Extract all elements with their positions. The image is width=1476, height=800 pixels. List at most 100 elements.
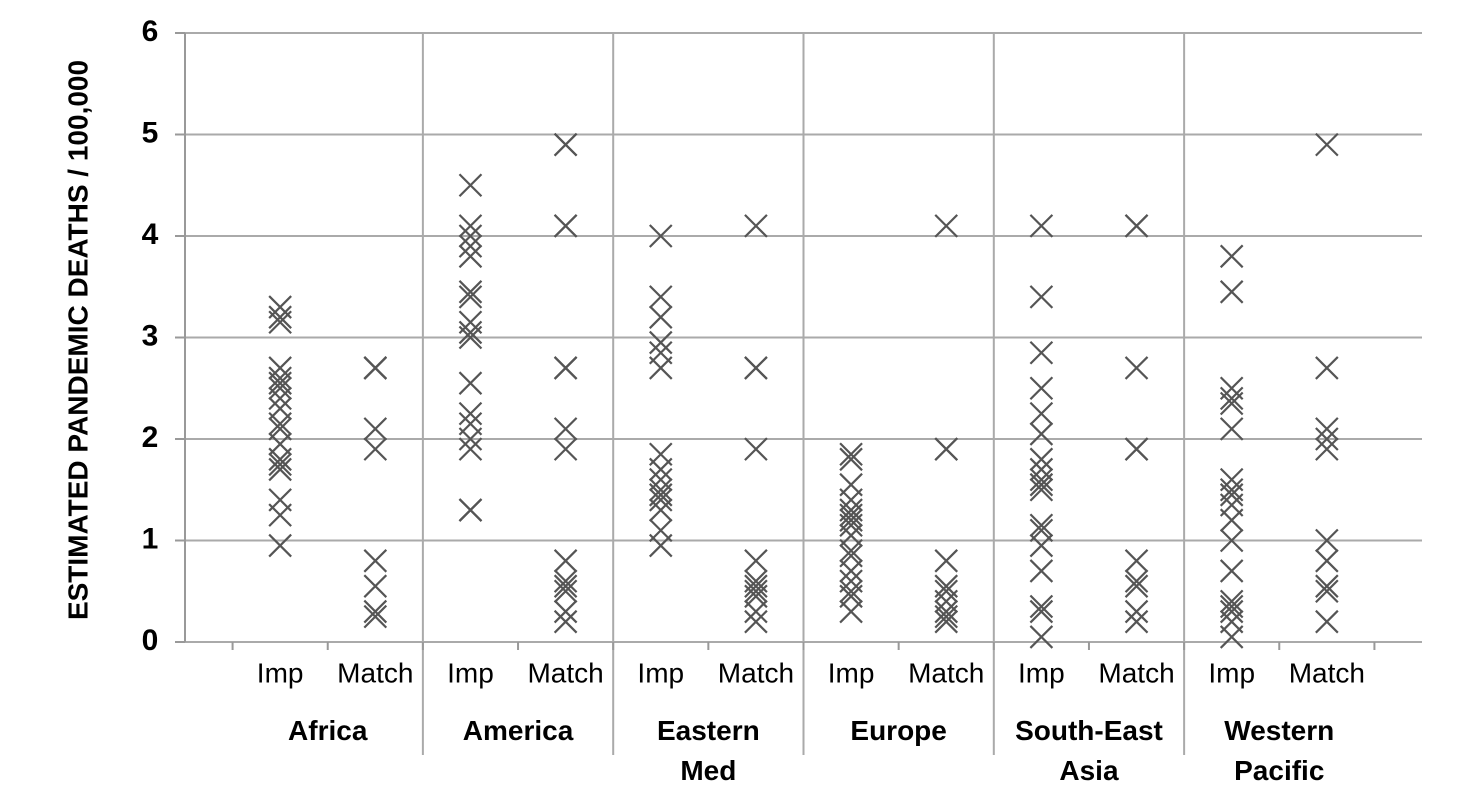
point-marker [1315, 549, 1339, 573]
group-label: Western Pacific [1224, 715, 1335, 786]
point-marker [744, 214, 768, 238]
x-tick-label: Match [1289, 657, 1365, 688]
point-marker [1219, 417, 1244, 441]
y-axis-label: ESTIMATED PANDEMIC DEATHS / 100,000 [62, 60, 93, 620]
point-marker [458, 244, 483, 269]
point-marker [268, 457, 292, 482]
x-tick-label: Imp [1018, 657, 1065, 688]
point-marker [648, 533, 673, 558]
point-marker [648, 488, 673, 512]
point-marker [1124, 437, 1149, 461]
point-marker [268, 452, 292, 477]
point-marker [268, 533, 292, 558]
point-marker [553, 417, 578, 441]
point-marker [1029, 214, 1054, 238]
y-tick-label: 1 [142, 522, 159, 555]
point-marker [648, 457, 673, 482]
point-marker [458, 173, 483, 198]
point-marker [744, 437, 768, 461]
point-marker [363, 356, 388, 380]
group-label: Eastern Med [656, 715, 760, 786]
point-marker [553, 356, 578, 380]
point-marker [458, 325, 483, 350]
x-tick-label: Match [527, 657, 603, 688]
point-marker [1219, 508, 1244, 532]
point-marker [744, 574, 768, 598]
y-tick-label: 6 [142, 15, 159, 48]
point-marker [1124, 356, 1149, 380]
point-marker [839, 538, 863, 563]
point-marker [934, 214, 959, 238]
point-marker [458, 320, 483, 345]
point-marker [1029, 422, 1054, 446]
point-marker [1029, 447, 1054, 472]
point-marker [1029, 472, 1054, 497]
point-marker [553, 599, 578, 624]
point-marker [1029, 625, 1054, 649]
point-marker [934, 604, 959, 629]
y-tick-label: 4 [142, 218, 159, 251]
x-tick-label: Match [718, 657, 794, 688]
point-marker [648, 356, 673, 380]
point-marker [839, 503, 863, 527]
point-marker [1029, 467, 1054, 492]
point-marker [363, 604, 388, 629]
point-marker [744, 356, 768, 380]
x-tick-label: Imp [1208, 657, 1255, 688]
point-marker [1124, 574, 1149, 598]
point-marker [1219, 625, 1244, 649]
point-marker [1029, 599, 1054, 624]
point-marker [839, 599, 863, 624]
point-marker [458, 280, 483, 304]
point-marker [458, 427, 483, 451]
point-marker [839, 442, 863, 467]
point-marker [458, 437, 483, 461]
point-marker [934, 549, 959, 573]
point-marker [363, 574, 388, 598]
point-marker [839, 579, 863, 604]
point-marker [458, 234, 483, 258]
x-tick-label: Imp [828, 657, 875, 688]
point-marker [1029, 477, 1054, 502]
y-tick-label: 0 [142, 624, 159, 657]
point-marker [268, 503, 292, 527]
point-marker [458, 498, 483, 522]
point-marker [1219, 386, 1244, 411]
point-marker [1124, 599, 1149, 624]
group-label: America [462, 715, 574, 746]
point-marker [268, 447, 292, 472]
point-marker [553, 437, 578, 461]
point-marker [553, 132, 578, 157]
point-marker [363, 417, 388, 441]
point-marker [363, 437, 388, 461]
y-tick-label: 2 [142, 421, 159, 454]
point-marker [458, 401, 483, 426]
point-marker [553, 569, 578, 593]
point-marker [553, 549, 578, 573]
point-marker [1124, 609, 1149, 634]
point-marker [1219, 280, 1244, 304]
point-marker [648, 305, 673, 329]
point-marker [1219, 559, 1244, 583]
group-label: Africa [288, 715, 368, 746]
point-marker [1315, 417, 1339, 441]
point-marker [1029, 340, 1054, 365]
point-marker [934, 437, 959, 461]
point-marker [1315, 579, 1339, 604]
point-marker [363, 549, 388, 573]
point-marker [648, 330, 673, 355]
point-marker [1315, 528, 1339, 553]
point-marker [1219, 599, 1244, 624]
x-tick-label: Match [337, 657, 413, 688]
y-tick-label: 5 [142, 116, 159, 149]
point-marker [1029, 533, 1054, 558]
point-marker [1219, 483, 1244, 507]
point-marker [553, 214, 578, 238]
point-marker [268, 305, 292, 329]
point-marker [1124, 549, 1149, 573]
group-label: Europe [850, 715, 947, 746]
x-tick-label: Imp [637, 657, 684, 688]
point-marker [648, 224, 673, 248]
point-marker [1219, 528, 1244, 553]
